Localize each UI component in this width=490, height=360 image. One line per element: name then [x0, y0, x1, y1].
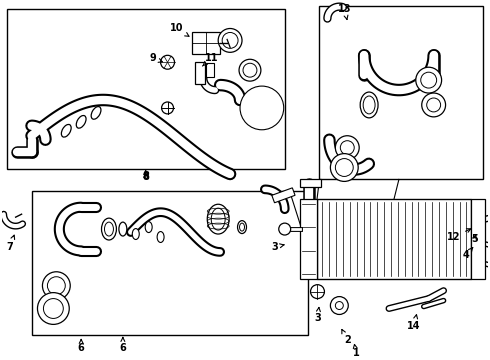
Ellipse shape [211, 208, 225, 230]
Circle shape [427, 98, 441, 112]
Bar [7, 9, 285, 170]
Circle shape [335, 158, 353, 176]
Bar [193, 32, 220, 54]
Circle shape [43, 272, 70, 300]
Text: 6: 6 [78, 339, 85, 353]
Ellipse shape [240, 223, 245, 231]
Text: 5: 5 [471, 234, 478, 244]
Ellipse shape [360, 92, 378, 118]
Text: 8: 8 [142, 170, 149, 183]
Ellipse shape [104, 222, 113, 236]
Ellipse shape [101, 218, 117, 240]
Ellipse shape [91, 107, 101, 119]
Circle shape [330, 154, 358, 181]
Text: 3: 3 [271, 242, 284, 252]
Bar [299, 179, 321, 187]
Text: 14: 14 [407, 315, 420, 332]
Ellipse shape [61, 125, 71, 137]
Ellipse shape [132, 229, 139, 239]
Circle shape [341, 141, 354, 154]
Bar [299, 199, 318, 279]
Text: 10: 10 [170, 23, 189, 36]
Text: 6: 6 [120, 337, 126, 353]
Circle shape [311, 285, 324, 298]
Circle shape [239, 59, 261, 81]
Bar [319, 6, 483, 179]
Bar [318, 199, 471, 279]
Text: 12: 12 [447, 229, 471, 242]
Circle shape [335, 136, 359, 159]
Circle shape [416, 67, 441, 93]
Ellipse shape [157, 231, 164, 243]
Circle shape [44, 298, 63, 319]
Circle shape [222, 32, 238, 48]
Bar [196, 62, 205, 84]
Text: 13: 13 [338, 4, 351, 19]
Ellipse shape [207, 204, 229, 234]
Circle shape [279, 223, 291, 235]
Circle shape [330, 297, 348, 315]
Text: 2: 2 [342, 329, 351, 345]
Circle shape [240, 86, 284, 130]
Circle shape [244, 90, 280, 126]
Ellipse shape [76, 116, 86, 128]
Circle shape [243, 63, 257, 77]
Text: 1: 1 [353, 345, 360, 358]
Text: 9: 9 [149, 53, 162, 63]
Ellipse shape [363, 96, 375, 114]
Circle shape [421, 72, 437, 88]
Text: 4: 4 [463, 248, 473, 260]
Circle shape [162, 102, 173, 114]
Circle shape [161, 55, 174, 69]
Circle shape [37, 293, 69, 324]
Text: 11: 11 [202, 53, 218, 66]
Text: 7: 7 [6, 235, 15, 252]
Circle shape [218, 28, 242, 52]
Ellipse shape [238, 221, 246, 234]
Bar [272, 188, 295, 203]
Ellipse shape [145, 222, 152, 233]
Bar [206, 63, 214, 77]
Circle shape [48, 277, 65, 294]
Bar [31, 192, 308, 335]
Circle shape [422, 93, 445, 117]
Circle shape [335, 302, 343, 310]
Bar [471, 199, 485, 279]
Text: 3: 3 [314, 307, 321, 323]
Ellipse shape [119, 222, 127, 236]
Text: 8: 8 [142, 171, 149, 181]
Circle shape [248, 94, 276, 122]
